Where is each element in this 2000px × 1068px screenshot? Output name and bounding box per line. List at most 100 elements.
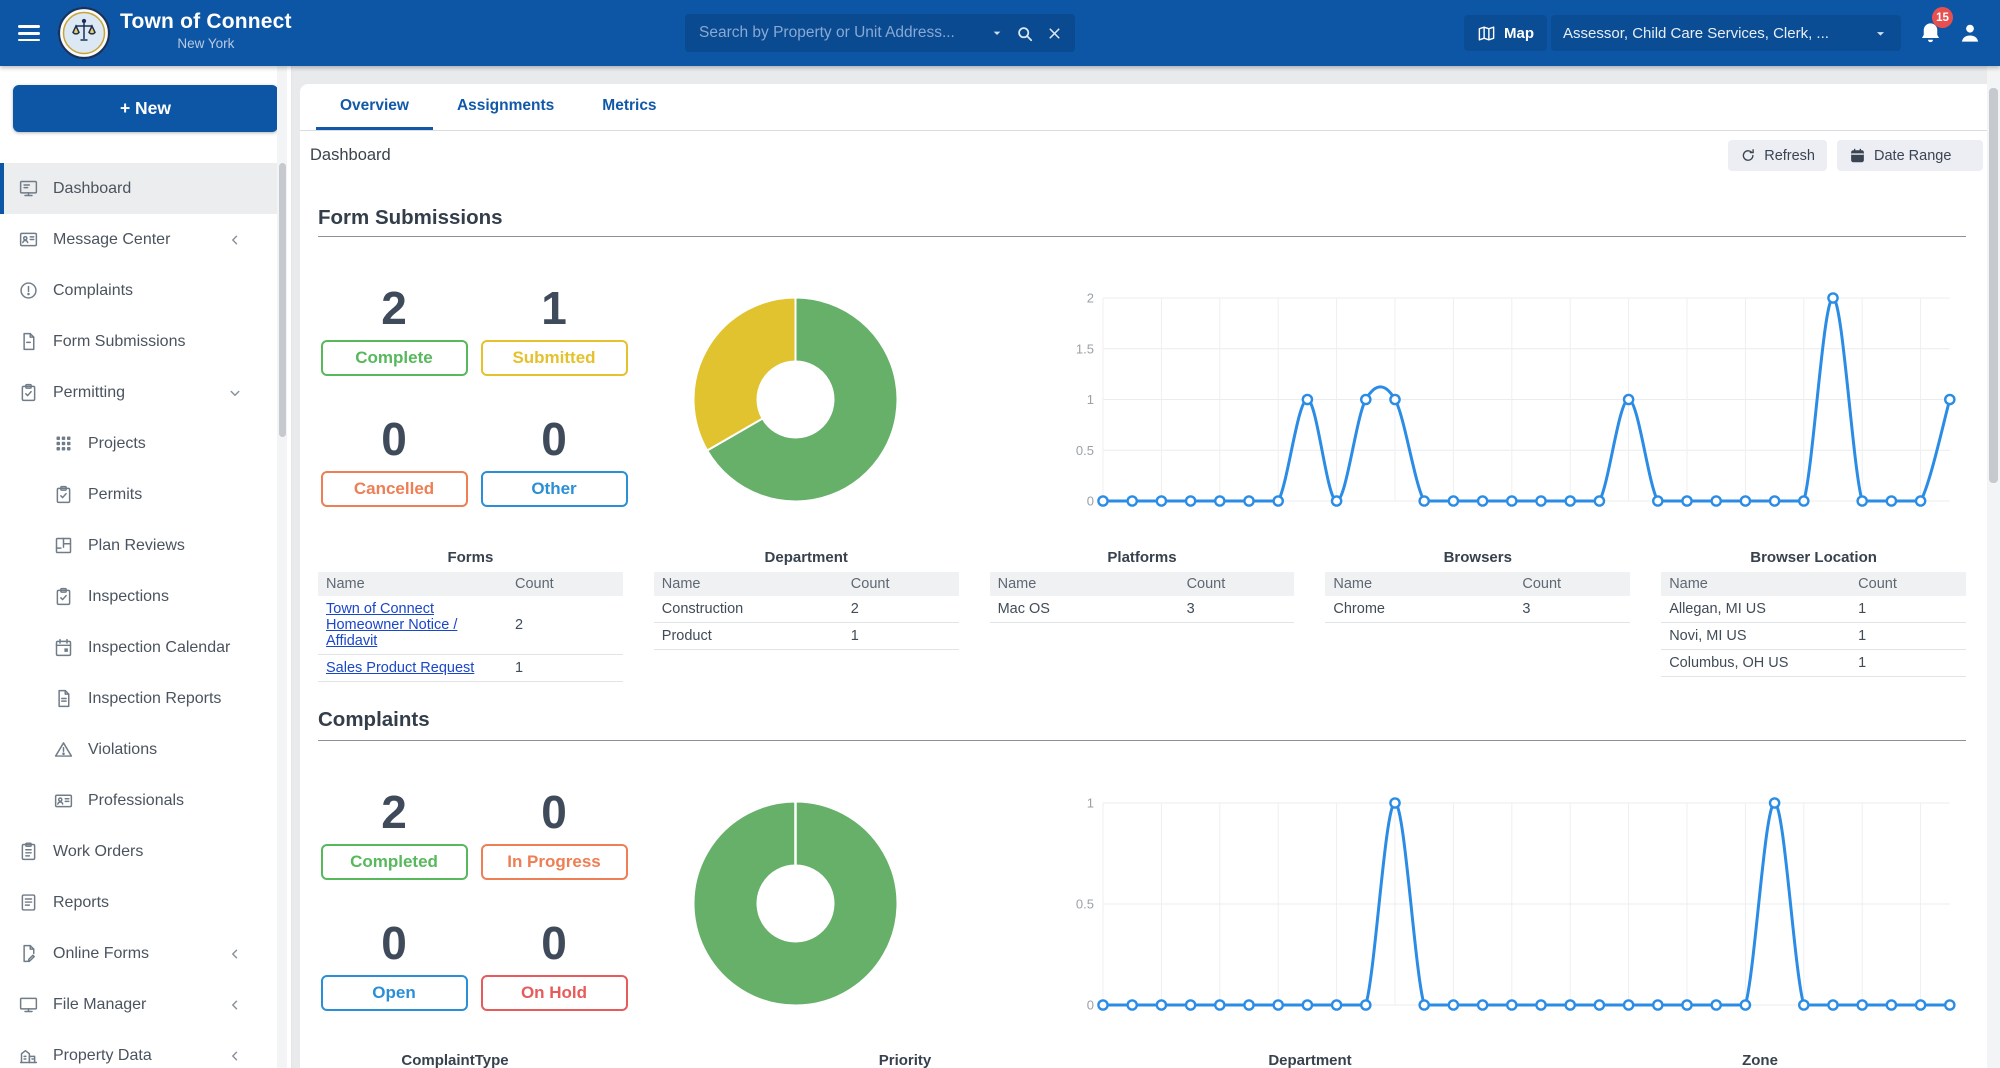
global-search[interactable] xyxy=(685,14,1075,52)
status-badge-other[interactable]: Other xyxy=(481,471,628,507)
svg-text:1: 1 xyxy=(1087,392,1094,407)
sidebar-item-label: Property Data xyxy=(53,1047,152,1065)
permits-icon xyxy=(53,484,75,506)
chevron-left-icon[interactable] xyxy=(226,231,244,249)
table-header-row: NameCount xyxy=(318,572,623,596)
work-orders-icon xyxy=(18,841,40,863)
sidebar-item-file-manager[interactable]: File Manager xyxy=(0,979,278,1030)
sidebar-item-message-center[interactable]: Message Center xyxy=(0,214,278,265)
professionals-icon xyxy=(53,790,75,812)
refresh-icon xyxy=(1740,147,1756,164)
status-badge-open[interactable]: Open xyxy=(321,975,468,1011)
user-profile-icon[interactable] xyxy=(1956,19,1983,46)
app-title-block: Town of Connect New York xyxy=(120,9,292,52)
date-range-button[interactable]: Date Range xyxy=(1837,140,1983,171)
sidebar-item-property-data[interactable]: Property Data xyxy=(0,1030,278,1068)
table-department: DepartmentNameCountConstruction2Product1 xyxy=(654,549,959,682)
form-link[interactable]: Sales Product Request xyxy=(326,660,474,676)
tab-metrics[interactable]: Metrics xyxy=(578,84,680,130)
form-submissions-icon xyxy=(18,331,40,353)
svg-text:1: 1 xyxy=(1087,796,1094,811)
table-title: Platforms xyxy=(990,549,1295,572)
table-header-row: NameCount xyxy=(990,572,1295,596)
chevron-down-icon xyxy=(1872,25,1889,42)
stat-value-submitted: 1 xyxy=(469,281,639,335)
app-header: Town of Connect New York Map Assessor, C… xyxy=(0,0,2000,66)
tab-assignments[interactable]: Assignments xyxy=(433,84,578,130)
sidebar-item-violations[interactable]: Violations xyxy=(0,724,278,775)
status-badge-in-progress[interactable]: In Progress xyxy=(481,844,628,880)
sidebar-item-professionals[interactable]: Professionals xyxy=(0,775,278,826)
refresh-button[interactable]: Refresh xyxy=(1728,140,1827,171)
form-link[interactable]: Town of Connect Homeowner Notice / Affid… xyxy=(326,601,457,649)
chevron-left-icon[interactable] xyxy=(226,996,244,1014)
chevron-down-icon[interactable] xyxy=(226,384,244,402)
form-submissions-heading: Form Submissions xyxy=(318,206,503,230)
sidebar-item-reports[interactable]: Reports xyxy=(0,877,278,928)
app-window: Town of Connect New York Map Assessor, C… xyxy=(0,0,2000,1068)
table-header-row: NameCount xyxy=(1661,572,1966,596)
svg-text:1.5: 1.5 xyxy=(1076,341,1094,356)
table-title: Browser Location xyxy=(1661,549,1966,572)
sidebar-item-form-submissions[interactable]: Form Submissions xyxy=(0,316,278,367)
status-badge-completed[interactable]: Completed xyxy=(321,844,468,880)
new-button[interactable]: + New xyxy=(13,85,278,132)
status-badge-complete[interactable]: Complete xyxy=(321,340,468,376)
sidebar-scrollbar-thumb[interactable] xyxy=(279,163,286,437)
violations-icon xyxy=(53,739,75,761)
svg-text:0: 0 xyxy=(1087,998,1094,1013)
tab-overview[interactable]: Overview xyxy=(316,84,433,130)
chevron-left-icon[interactable] xyxy=(226,945,244,963)
table-header-row: NameCount xyxy=(1325,572,1630,596)
status-badge-submitted[interactable]: Submitted xyxy=(481,340,628,376)
sidebar-item-projects[interactable]: Projects xyxy=(0,418,278,469)
chevron-left-icon[interactable] xyxy=(226,1047,244,1065)
hamburger-menu-icon[interactable] xyxy=(18,21,42,45)
search-icon[interactable] xyxy=(1015,24,1034,43)
tab-bar: OverviewAssignmentsMetrics xyxy=(300,84,1987,131)
sidebar-item-dashboard[interactable]: Dashboard xyxy=(0,163,278,214)
notification-count-badge: 15 xyxy=(1932,7,1953,28)
sidebar-item-label: Permitting xyxy=(53,384,125,402)
clear-search-icon[interactable] xyxy=(1046,25,1063,42)
table-row: Sales Product Request1 xyxy=(318,655,623,682)
svg-text:2: 2 xyxy=(1087,291,1094,306)
stat-value-cancelled: 0 xyxy=(309,412,479,466)
sidebar-item-label: Message Center xyxy=(53,231,170,249)
sidebar-item-inspections[interactable]: Inspections xyxy=(0,571,278,622)
sidebar-item-online-forms[interactable]: Online Forms xyxy=(0,928,278,979)
table-title: Browsers xyxy=(1325,549,1630,572)
sidebar-item-work-orders[interactable]: Work Orders xyxy=(0,826,278,877)
map-button[interactable]: Map xyxy=(1464,15,1547,51)
status-badge-cancelled[interactable]: Cancelled xyxy=(321,471,468,507)
map-icon xyxy=(1477,24,1496,43)
svg-text:0: 0 xyxy=(1087,494,1094,509)
search-input[interactable] xyxy=(697,23,989,43)
status-badge-on-hold[interactable]: On Hold xyxy=(481,975,628,1011)
sidebar-item-plan-reviews[interactable]: Plan Reviews xyxy=(0,520,278,571)
form-submissions-tables: FormsNameCountTown of Connect Homeowner … xyxy=(318,549,1966,682)
sidebar-item-inspection-reports[interactable]: Inspection Reports xyxy=(0,673,278,724)
window-scrollbar-thumb[interactable] xyxy=(1989,88,1998,483)
sidebar-item-label: Inspection Reports xyxy=(88,690,221,708)
sidebar: + New Dashboard Message Center Complaints F… xyxy=(0,66,292,1068)
table-title-complainttype: ComplaintType xyxy=(401,1052,508,1068)
stat-value-other: 0 xyxy=(469,412,639,466)
sidebar-item-permitting[interactable]: Permitting xyxy=(0,367,278,418)
sidebar-item-label: Plan Reviews xyxy=(88,537,185,555)
sidebar-item-label: Dashboard xyxy=(53,180,131,198)
complaints-donut-chart xyxy=(688,796,903,1011)
search-type-caret-icon[interactable] xyxy=(989,25,1005,41)
form-submissions-donut-chart xyxy=(688,292,903,507)
sidebar-item-label: Violations xyxy=(88,741,157,759)
sidebar-item-complaints[interactable]: Complaints xyxy=(0,265,278,316)
sidebar-item-label: Complaints xyxy=(53,282,133,300)
permitting-icon xyxy=(18,382,40,404)
department-selector[interactable]: Assessor, Child Care Services, Clerk, ..… xyxy=(1551,15,1901,51)
table-row: Chrome3 xyxy=(1325,596,1630,623)
section-divider xyxy=(318,740,1966,741)
sidebar-item-permits[interactable]: Permits xyxy=(0,469,278,520)
sidebar-item-inspection-calendar[interactable]: Inspection Calendar xyxy=(0,622,278,673)
sidebar-item-label: Inspections xyxy=(88,588,169,606)
property-data-icon xyxy=(18,1045,40,1067)
